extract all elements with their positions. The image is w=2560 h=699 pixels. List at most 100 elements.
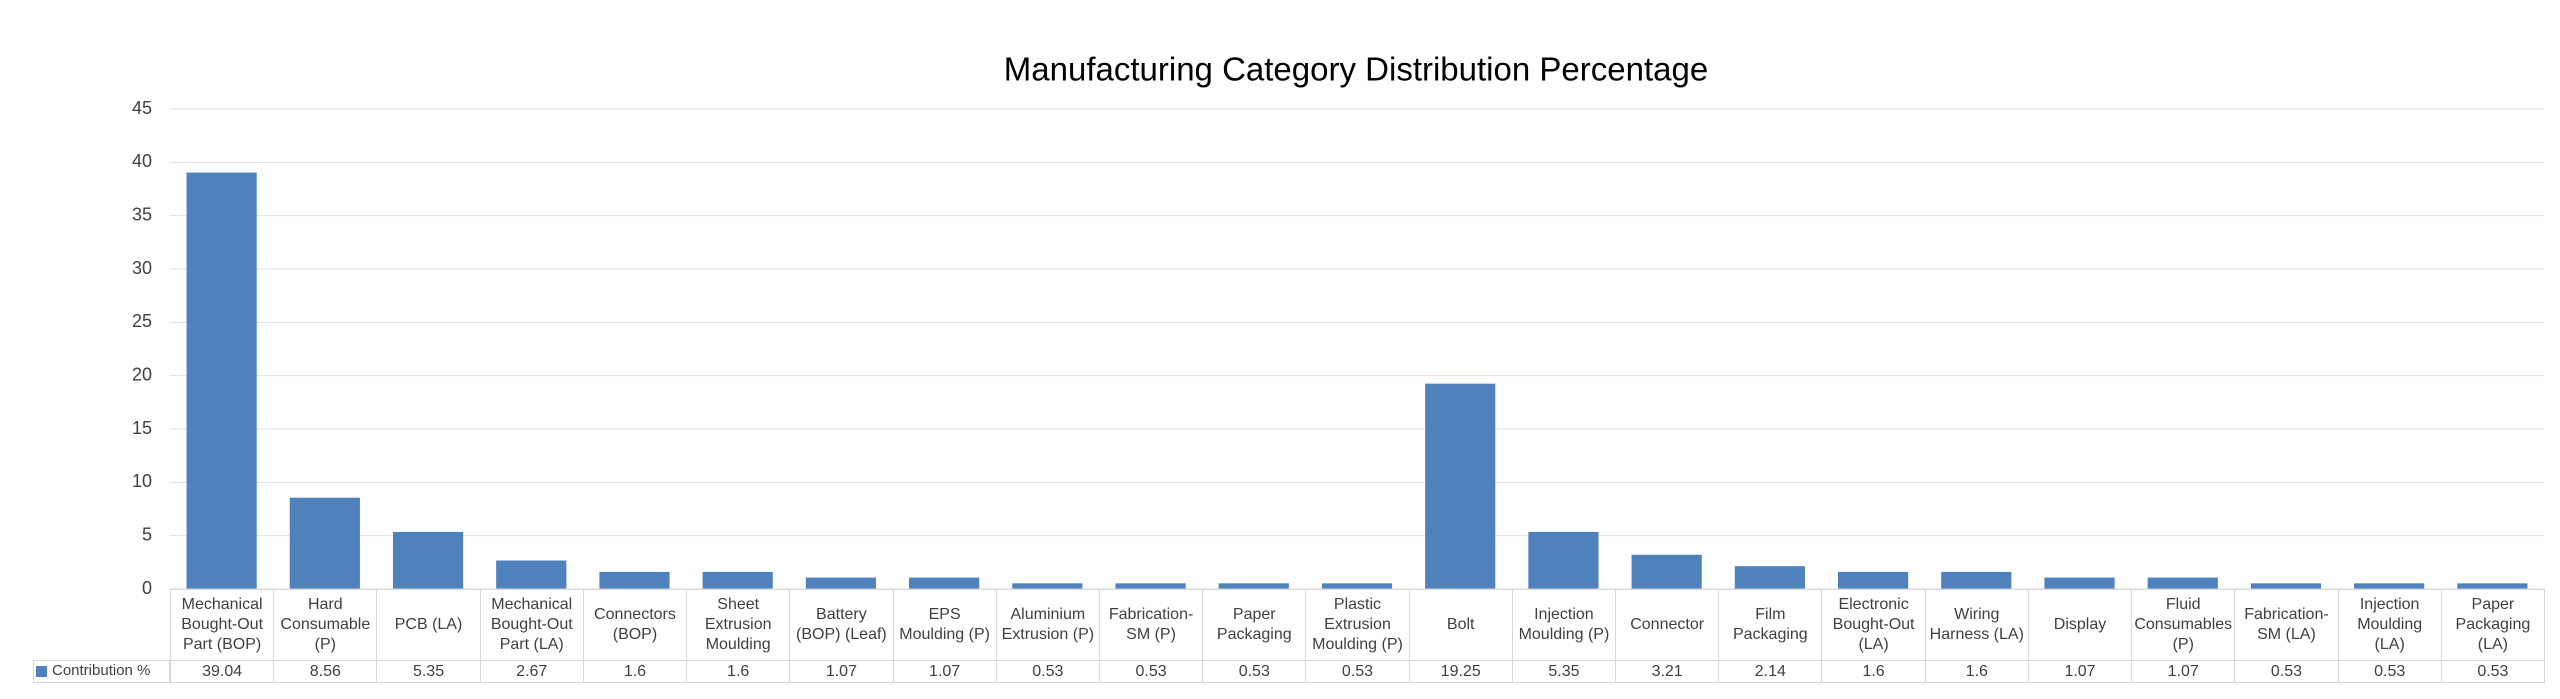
y-tick-label: 45 bbox=[132, 98, 152, 118]
table-value-text: 1.6 bbox=[1862, 662, 1885, 680]
x-tick-label-text: Fabrication-SM (P) bbox=[1108, 606, 1194, 643]
table-value: 0.53 bbox=[995, 660, 1100, 683]
table-value: 1.07 bbox=[789, 660, 894, 683]
x-tick-label-text: Electronic Bought-Out (LA) bbox=[1832, 596, 1915, 653]
table-value-text: 1.07 bbox=[929, 662, 961, 680]
table-value: 5.35 bbox=[376, 660, 481, 683]
legend-cell: Contribution % bbox=[33, 660, 170, 683]
table-value: 2.14 bbox=[1718, 660, 1823, 683]
bar bbox=[1528, 531, 1599, 589]
x-tick-label-text: Fluid Consumables (P) bbox=[2134, 596, 2233, 653]
table-value-text: 39.04 bbox=[202, 662, 243, 680]
x-tick-label-text: EPS Moulding (P) bbox=[899, 606, 990, 643]
chart-title: Manufacturing Category Distribution Perc… bbox=[1004, 51, 1708, 88]
x-tick-label-text: Fabrication-SM (LA) bbox=[2244, 606, 2329, 643]
x-tick-label: Fabrication-SM (LA) bbox=[2234, 589, 2339, 661]
y-tick-label: 15 bbox=[132, 418, 152, 438]
table-value: 1.07 bbox=[2131, 660, 2236, 683]
x-tick-label: Hard Consumable (P) bbox=[273, 589, 378, 661]
x-tick-label-text: Hard Consumable (P) bbox=[280, 596, 371, 653]
bar bbox=[186, 172, 257, 589]
bar bbox=[1941, 571, 2012, 589]
bar bbox=[2354, 583, 2425, 589]
table-value-text: 0.53 bbox=[2477, 662, 2509, 680]
x-tick-label-text: Mechanical Bought-Out Part (LA) bbox=[490, 596, 573, 653]
x-tick-label-text: Mechanical Bought-Out Part (BOP) bbox=[181, 596, 264, 653]
table-value-text: 3.21 bbox=[1651, 662, 1683, 680]
bar bbox=[1631, 554, 1702, 589]
x-tick-label-text: Injection Moulding (LA) bbox=[2357, 596, 2423, 653]
bar bbox=[1837, 571, 1909, 589]
bar bbox=[1115, 583, 1186, 589]
table-value: 3.21 bbox=[1615, 660, 1720, 683]
x-tick-label: Aluminium Extrusion (P) bbox=[995, 589, 1100, 661]
x-tick-label: Injection Moulding (P) bbox=[1511, 589, 1617, 661]
y-tick-label: 40 bbox=[132, 151, 152, 171]
x-tick-label-text: Plastic Extrusion Moulding (P) bbox=[1312, 596, 1403, 653]
table-value-text: 1.07 bbox=[2064, 662, 2096, 680]
x-tick-label: Bolt bbox=[1408, 589, 1513, 661]
x-tick-label: Paper Packaging (LA) bbox=[2440, 589, 2545, 661]
bar bbox=[496, 560, 567, 589]
bar bbox=[2044, 577, 2115, 589]
x-tick-label-text: Display bbox=[2053, 616, 2107, 633]
x-tick-label: Sheet Extrusion Moulding bbox=[686, 589, 791, 661]
x-tick-label: Electronic Bought-Out (LA) bbox=[1821, 589, 1926, 661]
table-value: 1.6 bbox=[686, 660, 791, 683]
x-tick-label: PCB (LA) bbox=[376, 589, 481, 661]
x-tick-label: Fabrication-SM (P) bbox=[1098, 589, 1204, 661]
x-tick-label: Connector bbox=[1615, 589, 1720, 661]
bar bbox=[1218, 583, 1289, 589]
x-tick-label: Injection Moulding (LA) bbox=[2337, 589, 2442, 661]
table-value-text: 1.07 bbox=[825, 662, 857, 680]
table-value-text: 0.53 bbox=[2374, 662, 2406, 680]
bar bbox=[805, 577, 877, 589]
x-tick-label-text: Wiring Harness (LA) bbox=[1929, 606, 2024, 643]
y-tick-label: 10 bbox=[132, 471, 152, 491]
bar bbox=[1012, 583, 1083, 589]
x-tick-label-text: Battery (BOP) (Leaf) bbox=[796, 606, 887, 643]
x-tick-label: Paper Packaging bbox=[1202, 589, 1307, 661]
bar bbox=[392, 531, 464, 589]
table-value: 2.67 bbox=[479, 660, 584, 683]
table-value-text: 5.35 bbox=[412, 662, 445, 680]
table-value: 0.53 bbox=[2440, 660, 2545, 683]
x-tick-label: Fluid Consumables (P) bbox=[2131, 589, 2236, 661]
x-tick-label: Wiring Harness (LA) bbox=[1924, 589, 2029, 661]
table-value-text: 1.6 bbox=[623, 662, 647, 680]
table-value-text: 0.53 bbox=[1032, 662, 1064, 680]
table-value-text: 1.07 bbox=[2167, 662, 2199, 680]
table-value-text: 2.67 bbox=[516, 662, 548, 680]
table-value: 1.6 bbox=[582, 660, 688, 683]
table-value-text: 2.14 bbox=[1754, 662, 1786, 680]
y-tick-label: 30 bbox=[132, 258, 152, 278]
y-tick-label: 25 bbox=[132, 311, 152, 331]
x-tick-label: Display bbox=[2027, 589, 2133, 661]
x-tick-label-text: Injection Moulding (P) bbox=[1518, 606, 1610, 643]
table-value: 1.6 bbox=[1924, 660, 2029, 683]
x-tick-label: EPS Moulding (P) bbox=[892, 589, 997, 661]
x-tick-label-text: Bolt bbox=[1446, 616, 1475, 633]
x-tick-label: Plastic Extrusion Moulding (P) bbox=[1305, 589, 1410, 661]
y-tick-label: 0 bbox=[142, 578, 152, 598]
x-tick-label: Mechanical Bought-Out Part (LA) bbox=[479, 589, 584, 661]
x-tick-label-text: Film Packaging bbox=[1732, 606, 1808, 643]
bar bbox=[1321, 583, 1393, 589]
y-tick-label: 5 bbox=[142, 524, 152, 544]
table-value-text: 8.56 bbox=[309, 662, 341, 680]
table-value: 0.53 bbox=[2337, 660, 2442, 683]
table-value-text: 5.35 bbox=[1548, 662, 1580, 680]
x-tick-label-text: Paper Packaging bbox=[1216, 606, 1292, 643]
bar bbox=[289, 497, 360, 589]
bar bbox=[909, 577, 980, 589]
x-tick-label-text: Connector bbox=[1630, 616, 1705, 633]
table-value-text: 1.6 bbox=[727, 662, 750, 680]
bar bbox=[1734, 566, 1805, 589]
legend-swatch bbox=[36, 666, 47, 677]
x-tick-label-text: Connectors (BOP) bbox=[594, 606, 676, 643]
x-tick-label: Battery (BOP) (Leaf) bbox=[789, 589, 894, 661]
table-value: 8.56 bbox=[273, 660, 378, 683]
table-value: 0.53 bbox=[2234, 660, 2339, 683]
table-value: 5.35 bbox=[1511, 660, 1617, 683]
table-value-text: 0.53 bbox=[1238, 662, 1270, 680]
